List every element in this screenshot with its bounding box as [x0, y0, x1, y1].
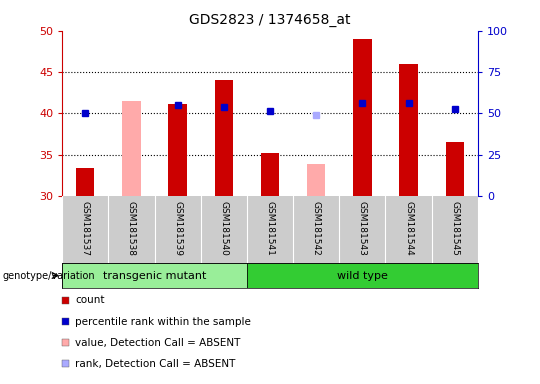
- Text: GSM181543: GSM181543: [358, 201, 367, 256]
- Text: GSM181545: GSM181545: [450, 201, 460, 256]
- Text: count: count: [76, 295, 105, 306]
- Bar: [168, 104, 187, 196]
- Text: GSM181542: GSM181542: [312, 201, 321, 256]
- Text: rank, Detection Call = ABSENT: rank, Detection Call = ABSENT: [76, 359, 236, 369]
- Text: GSM181541: GSM181541: [266, 201, 274, 256]
- Bar: [261, 153, 279, 196]
- Bar: [214, 80, 233, 196]
- Bar: [400, 64, 418, 196]
- Text: transgenic mutant: transgenic mutant: [103, 270, 206, 281]
- Text: GSM181537: GSM181537: [80, 201, 90, 256]
- Bar: [76, 168, 94, 196]
- Text: GSM181538: GSM181538: [127, 201, 136, 256]
- Bar: [122, 101, 140, 196]
- Text: GSM181544: GSM181544: [404, 201, 413, 256]
- Text: value, Detection Call = ABSENT: value, Detection Call = ABSENT: [76, 338, 241, 348]
- Bar: [353, 39, 372, 196]
- Bar: [446, 142, 464, 196]
- Bar: [247, 263, 478, 288]
- Text: GSM181539: GSM181539: [173, 201, 182, 256]
- Title: GDS2823 / 1374658_at: GDS2823 / 1374658_at: [189, 13, 351, 27]
- Bar: [62, 263, 247, 288]
- Text: percentile rank within the sample: percentile rank within the sample: [76, 316, 251, 327]
- Text: GSM181540: GSM181540: [219, 201, 228, 256]
- Bar: [307, 164, 326, 196]
- Text: genotype/variation: genotype/variation: [3, 270, 96, 281]
- Text: wild type: wild type: [337, 270, 388, 281]
